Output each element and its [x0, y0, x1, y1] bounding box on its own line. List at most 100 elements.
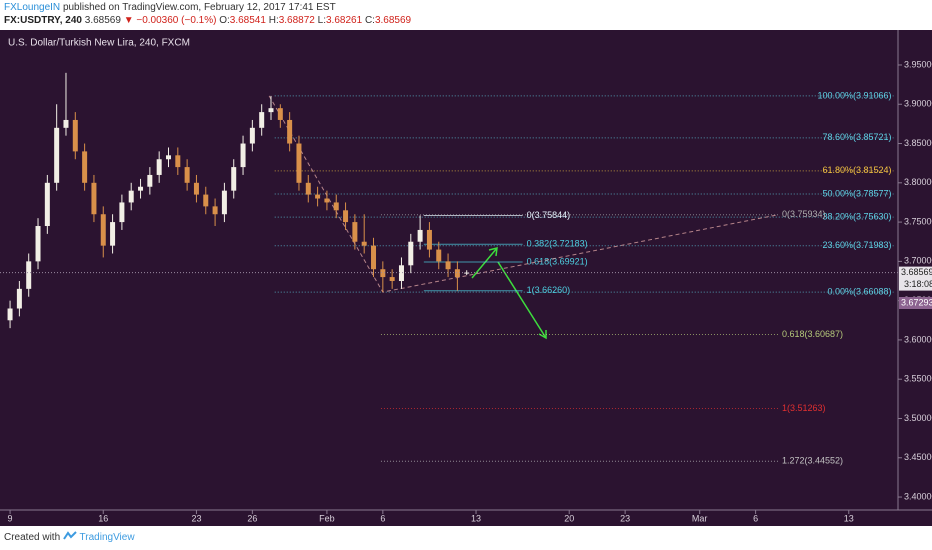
candle-body [361, 241, 367, 246]
fib-label: 0.618(3.60687) [782, 329, 843, 339]
x-tick-label: Feb [319, 513, 335, 523]
y-tick-label: 3.70000 [904, 256, 932, 266]
candle-body [231, 167, 237, 191]
last-price-box [899, 266, 932, 291]
candle-body [464, 272, 470, 274]
candle-body [128, 190, 134, 203]
candle-body [426, 229, 432, 250]
candle [398, 257, 404, 289]
h-value: 3.68872 [278, 15, 315, 26]
candle-body [193, 182, 199, 195]
candle [165, 147, 171, 168]
candle-body [240, 143, 246, 168]
fib-label: 0(3.75844) [527, 210, 571, 220]
candle-body [352, 222, 358, 242]
candle-body [249, 127, 255, 144]
header-line-2: FX:USDTRY, 240 3.68569 ▼ −0.00360 (−0.1%… [4, 14, 411, 27]
candle [184, 159, 190, 191]
fib-label: 23.60%(3.71983) [822, 240, 891, 250]
candle-body [184, 167, 190, 183]
y-tick-label: 3.95000 [904, 59, 932, 69]
candle-body [119, 202, 125, 223]
candle-body [175, 155, 181, 168]
x-tick-label: 20 [564, 513, 574, 523]
candle [315, 186, 321, 207]
x-tick-label: 9 [8, 513, 13, 523]
candle [54, 104, 60, 191]
x-tick-label: 13 [844, 513, 854, 523]
candle [119, 194, 125, 230]
candle-body [398, 265, 404, 282]
x-tick-label: 6 [753, 513, 758, 523]
candle [259, 104, 265, 136]
candle-body [16, 288, 22, 309]
candle-body [380, 269, 386, 278]
candle [91, 174, 97, 223]
candle-body [91, 182, 97, 215]
candle [147, 167, 153, 195]
y-tick-label: 3.85000 [904, 138, 932, 148]
symbol: FX:USDTRY, 240 [4, 15, 82, 26]
x-tick-label: Mar [692, 513, 708, 523]
brand[interactable]: TradingView [79, 532, 135, 543]
candle [380, 261, 386, 293]
l-label: L: [317, 15, 326, 26]
y-tick-label: 3.50000 [904, 413, 932, 423]
candle [287, 112, 293, 152]
arrows [471, 247, 547, 340]
candle [464, 270, 470, 276]
price: 3.68569 [84, 15, 121, 26]
candle-body [26, 261, 32, 289]
candle-body [268, 108, 274, 113]
candle [426, 222, 432, 258]
x-tick-label: 23 [191, 513, 201, 523]
candle-body [7, 308, 13, 321]
candle-body [72, 119, 78, 152]
candle [371, 237, 377, 278]
y-tick-label: 3.45000 [904, 452, 932, 462]
candle [268, 95, 274, 120]
candle-body [221, 190, 227, 215]
fib-label: 1(3.51263) [782, 403, 826, 413]
x-tick-label: 6 [380, 513, 385, 523]
header-line-1: FXLoungeIN published on TradingView.com,… [4, 1, 411, 14]
candle-body [333, 202, 339, 211]
candle [44, 174, 50, 234]
candle-body [138, 186, 144, 191]
footer: Created with TradingView [4, 531, 135, 543]
candle-body [100, 214, 106, 246]
candle-body [212, 206, 218, 215]
arrow-down-head [538, 330, 547, 340]
y-tick-label: 3.55000 [904, 374, 932, 384]
y-tick-label: 3.90000 [904, 99, 932, 109]
author[interactable]: FXLoungeIN [4, 2, 61, 13]
arrow-up [471, 247, 498, 279]
candle [277, 104, 283, 128]
published: published on TradingView.com, February 1… [62, 2, 336, 13]
o-label: O: [219, 15, 230, 26]
candle-body [63, 119, 69, 128]
candle-body [343, 210, 349, 223]
candle [156, 151, 162, 183]
candle-body [454, 269, 460, 278]
candle-body [371, 245, 377, 270]
candle-body [436, 249, 442, 262]
candle [240, 135, 246, 175]
h-label: H: [268, 15, 279, 26]
o-value: 3.68541 [229, 15, 266, 26]
created: Created with [4, 532, 61, 543]
fib-label: 0.618(3.69921) [527, 256, 588, 266]
candle [343, 202, 349, 230]
candle [408, 233, 414, 274]
candle-body [305, 182, 311, 195]
candle [110, 214, 116, 254]
change: ▼ −0.00360 (−0.1%) [123, 15, 217, 26]
candle [82, 143, 88, 191]
countdown: 3:18:08 [904, 279, 932, 289]
fib-label: 38.20%(3.75630) [822, 212, 891, 222]
candle-body [324, 198, 330, 203]
y-tick-label: 3.40000 [904, 491, 932, 501]
candle [212, 198, 218, 227]
fib-label: 0.382(3.72183) [527, 239, 588, 249]
candle-body [44, 182, 50, 227]
